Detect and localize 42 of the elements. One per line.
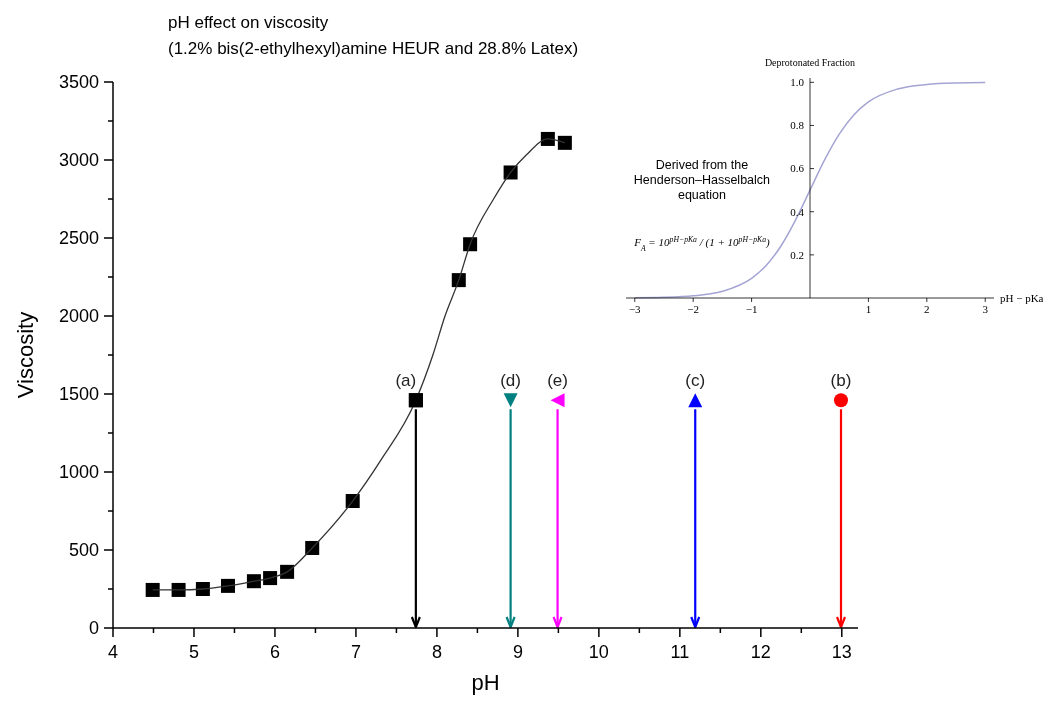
series-label: (c) <box>685 371 706 391</box>
x-tick-label: 12 <box>750 642 771 662</box>
x-tick-label: −3 <box>628 303 642 315</box>
y-tick-label: 3000 <box>58 150 99 171</box>
x-tick-label: 10 <box>588 642 609 662</box>
chart-title: pH effect on viscosity <box>168 13 329 32</box>
series-label: (d) <box>500 371 521 391</box>
x-axis-title: pH − pKa <box>1000 292 1044 304</box>
x-tick-label: −1 <box>745 303 758 315</box>
y-tick-label: 1.0 <box>790 76 805 89</box>
series-label: (e) <box>547 371 568 391</box>
chart-subtitle: (1.2% bis(2-ethylhexyl)amine HEUR and 28.8% Latex) <box>168 39 579 58</box>
x-tick-label: 4 <box>107 642 119 662</box>
x-tick-label: 2 <box>924 303 930 315</box>
y-tick-label: 0 <box>88 618 99 639</box>
y-tick-label: 0.2 <box>790 248 804 261</box>
x-tick-label: 6 <box>269 642 280 662</box>
annotation: F$_{A}$ = 10$^{pH−pKa}$ / (1 + 10$^{pH−pKa}$) <box>633 234 771 253</box>
x-tick-label: 9 <box>512 642 523 662</box>
y-tick-label: 500 <box>68 540 99 561</box>
x-tick-label: −2 <box>687 303 700 315</box>
x-tick-label: 5 <box>188 642 199 662</box>
annotation: Derived from the Henderson–Hasselbalch equation <box>633 157 771 202</box>
y-tick-label: 0.4 <box>790 205 805 218</box>
y-tick-label: 2000 <box>58 306 99 327</box>
y-tick-label: 0.8 <box>790 119 805 132</box>
series-label: (a) <box>395 371 417 391</box>
y-tick-label: 3500 <box>58 72 99 93</box>
y-axis-title: Viscosity <box>13 311 38 399</box>
x-tick-label: 11 <box>670 642 690 662</box>
y-tick-label: 0.6 <box>790 162 805 175</box>
y-axis-title: Deprotonated Fraction <box>764 57 856 68</box>
x-axis-title: pH <box>471 670 500 695</box>
series-label: (b) <box>830 371 852 391</box>
x-tick-label: 8 <box>431 642 442 662</box>
y-tick-label: 1500 <box>58 384 99 405</box>
x-tick-label: 1 <box>865 303 872 315</box>
x-tick-label: 13 <box>831 642 852 662</box>
y-tick-label: 2500 <box>58 228 99 249</box>
x-tick-label: 3 <box>982 303 989 315</box>
y-tick-label: 1000 <box>58 462 99 483</box>
x-tick-label: 7 <box>350 642 361 662</box>
